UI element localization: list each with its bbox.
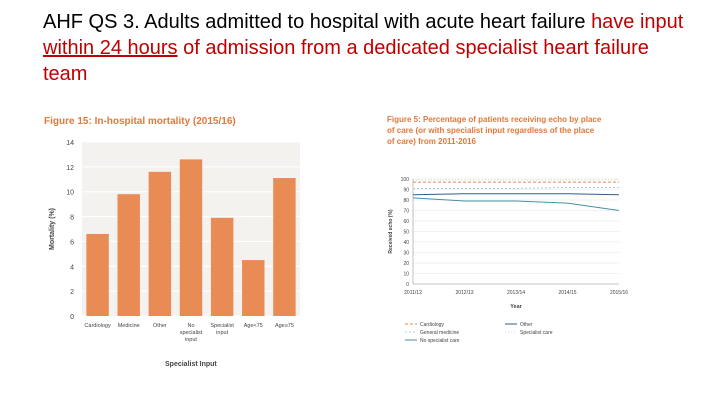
line-x-tick-label: 2011/12	[404, 290, 422, 296]
mortality-bar-chart: Figure 15: In-hospital mortality (2015/1…	[44, 116, 300, 368]
line-y-tick-label: 50	[403, 230, 409, 236]
slide-title-prefix: AHF QS 3. Adults admitted to hospital wi…	[43, 11, 586, 33]
line-x-axis-label: Year	[510, 304, 522, 310]
slide-title-underlined: within 24 hours	[43, 37, 178, 59]
line-x-tick-label: 2015/16	[610, 290, 628, 296]
line-x-tick-label: 2013/14	[507, 290, 525, 296]
line-y-tick-label: 100	[401, 177, 410, 183]
bar	[273, 178, 296, 316]
bar-category-label: Age≥75	[275, 323, 294, 329]
line-y-tick-label: 30	[403, 251, 409, 257]
bar-y-tick-label: 0	[70, 314, 74, 321]
bar-y-tick-label: 4	[70, 264, 74, 271]
line-chart-title-line: of care (or with specialist input regard…	[387, 126, 595, 135]
bar-y-axis-label: Mortality (%)	[49, 208, 56, 250]
slide-title-red-1: have input	[591, 11, 684, 33]
echo-line-chart: Figure 5: Percentage of patients receivi…	[387, 115, 628, 344]
slide-title-red-2: of admission from a dedicated specialist…	[43, 37, 649, 85]
line-x-tick-label: 2012/13	[455, 290, 473, 296]
bar-y-tick-label: 12	[66, 165, 74, 172]
bar	[117, 194, 140, 316]
legend-label: General medicine	[420, 330, 459, 336]
line-series	[413, 186, 619, 189]
bar-y-tick-label: 14	[66, 140, 74, 147]
legend-label: No specialist care	[420, 338, 460, 344]
bar	[210, 217, 234, 316]
bar	[148, 171, 172, 316]
line-series	[412, 193, 620, 196]
bar-y-tick-label: 8	[70, 215, 74, 222]
bar	[86, 233, 109, 316]
line-chart-title-line: of care) from 2011-2016	[387, 137, 476, 146]
line-chart-title-line: Figure 5: Percentage of patients receivi…	[387, 115, 602, 124]
bar-category-label: Specialist input	[210, 323, 234, 336]
line-y-tick-label: 60	[403, 219, 409, 225]
legend-label: Specialist care	[520, 330, 553, 336]
bar-y-tick-label: 6	[70, 239, 74, 246]
line-y-tick-label: 80	[403, 198, 409, 204]
line-y-tick-label: 70	[403, 209, 409, 215]
line-y-tick-label: 90	[403, 188, 409, 194]
legend-label: Other	[520, 322, 533, 328]
line-x-tick-label: 2014/15	[558, 290, 576, 296]
legend-label: Cardiology	[420, 322, 444, 328]
bar-category-label: Cardiology	[84, 323, 111, 329]
line-y-tick-label: 10	[403, 272, 409, 278]
bar-x-axis-label: Specialist Input	[165, 361, 217, 368]
bar-y-tick-label: 10	[66, 190, 74, 197]
line-y-axis-label: Received echo (%)	[388, 209, 394, 254]
line-y-tick-label: 20	[403, 261, 409, 267]
bar-category-label: Age<75	[244, 323, 263, 329]
bar	[242, 260, 265, 316]
bar-chart-title: Figure 15: In-hospital mortality (2015/1…	[44, 116, 236, 127]
bar-category-label: Other	[153, 323, 167, 329]
bar-category-label: No specialist input	[180, 323, 203, 343]
bar-y-tick-label: 2	[70, 289, 74, 296]
bar	[179, 159, 203, 316]
slide-title: AHF QS 3. Adults admitted to hospital wi…	[43, 9, 693, 87]
line-series	[412, 197, 620, 211]
bar-category-label: Medicine	[118, 323, 140, 329]
line-y-tick-label: 0	[406, 282, 409, 288]
line-y-tick-label: 40	[403, 240, 409, 246]
